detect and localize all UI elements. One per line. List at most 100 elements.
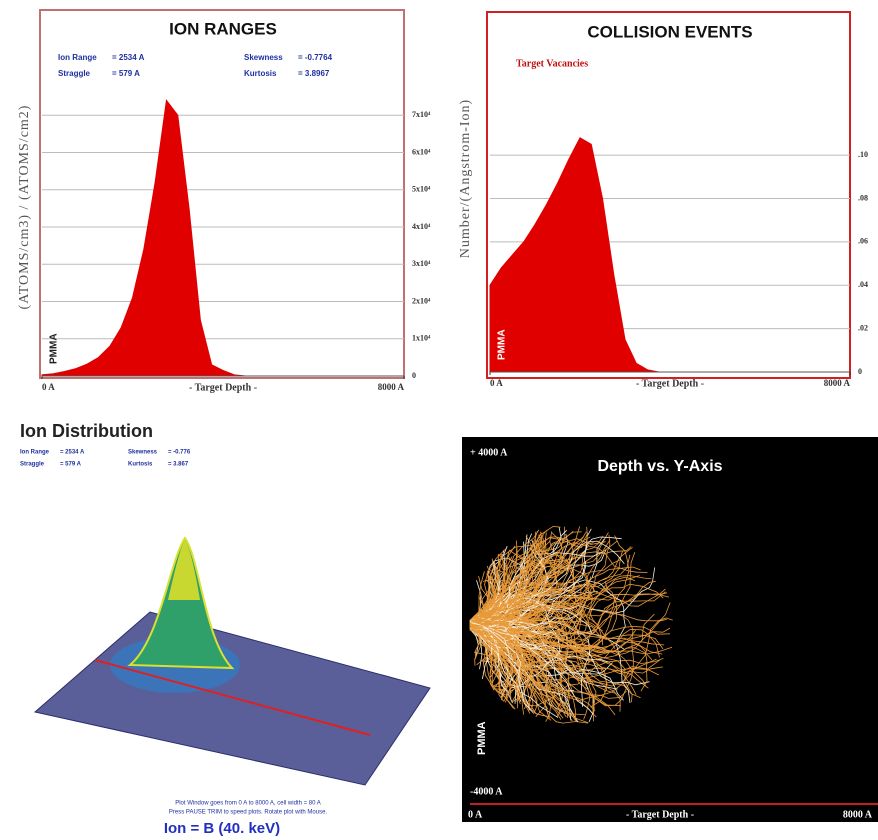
trajectory [469,616,590,664]
trajectory [469,615,648,692]
trajectory [469,622,534,714]
trajectory [469,620,564,719]
stat-label: Straggle [58,69,91,78]
stat-label: Ion Range [20,450,50,456]
stat-label: Kurtosis [244,69,277,78]
trajectory [469,531,543,630]
stat-label: Ion Range [58,53,97,62]
trajectories [469,525,673,724]
trajectory [469,540,544,626]
y-tick-label: 7x10⁴ [412,110,431,119]
trajectory [469,533,532,628]
note: Plot Window goes from 0 A to 8000 A, cel… [175,801,321,807]
x-tick-label: 0 A [490,378,503,388]
trajectory [469,540,625,630]
trajectory [469,588,666,643]
x-tick-label: 0 A [42,382,55,392]
panel-title: Ion Distribution [20,421,153,441]
trajectory [469,545,533,631]
chart-title: ION RANGES [169,19,277,38]
stat-value: = 2534 A [60,450,85,456]
trajectory [469,619,663,655]
y-tick-label: 5x10⁴ [412,185,431,194]
y-tick-label: 6x10⁴ [412,147,431,156]
stat-label: Straggle [20,462,45,468]
stat-label: Skewness [244,53,283,62]
x-axis-label: - Target Depth - [636,378,704,389]
trajectory [469,615,660,690]
trajectory [469,565,552,629]
trajectory [469,604,593,635]
stat-value: = 3.867 [168,462,189,468]
stat-label: Skewness [128,450,158,456]
trajectory [469,575,492,623]
trajectory [469,531,564,621]
trajectory [469,538,606,627]
stat-value: = 2534 A [112,53,145,62]
x-tick-label: 8000 A [824,378,851,388]
x-end-label: 8000 A [843,809,873,820]
trajectory [469,589,617,694]
trajectory [469,627,524,694]
x-axis-label: - Target Depth - [626,809,694,820]
trajectory [469,613,570,653]
trajectory [469,613,655,656]
trajectory [469,554,534,631]
y-tick-label: 3x10⁴ [412,259,431,268]
trajectory [469,627,559,718]
y-tick-label: 4x10⁴ [412,222,431,231]
chart-title: COLLISION EVENTS [587,22,752,41]
chart-subtitle: Target Vacancies [516,58,588,69]
y-tick-label: .06 [858,237,868,246]
trajectory [469,589,588,722]
trajectory [469,603,621,712]
y-axis-label: (ATOMS/cm3) / (ATOMS/cm2) [17,105,32,310]
trajectory [469,530,574,625]
y-tick-label: 0 [412,371,416,380]
panel-frame [39,9,405,379]
trajectory [469,559,620,631]
trajectory [469,536,622,626]
note: Press PAUSE TRIM to speed plots. Rotate … [169,810,328,816]
y-tick-label: 2x10⁴ [412,296,431,305]
trajectory [469,628,567,694]
stat-value: = 579 A [60,462,82,468]
trajectory [469,558,602,653]
trajectory [469,536,591,625]
trajectory [469,583,664,636]
x-tick-label: 8000 A [378,382,405,392]
stat-value: = 3.8967 [298,69,330,78]
panel-title: Depth vs. Y-Axis [597,458,722,475]
y-tick-label: .10 [858,150,868,159]
trajectory [469,624,621,707]
annotation: PMMA [49,333,60,364]
trajectory [469,621,531,711]
annotation: PMMA [497,329,508,360]
trajectory [469,601,557,634]
trajectory [469,621,637,695]
y-tick-label: .02 [858,323,868,332]
trajectory [469,619,535,663]
stat-value: = -0.7764 [298,53,333,62]
y-bottom-label: -4000 A [470,786,503,797]
distribution-peak [168,540,200,600]
trajectory [469,573,501,629]
plot-line [94,659,371,736]
trajectory [469,526,590,643]
x-start-label: 0 A [468,809,483,820]
trajectory [469,580,656,652]
trajectory [469,525,561,627]
y-axis-label: Number/(Angstrom-Ion) [458,99,473,258]
trajectory [469,534,611,627]
y-top-label: + 4000 A [470,447,508,458]
y-tick-label: 1x10⁴ [412,334,431,343]
distribution-peak [127,536,235,670]
trajectory [469,628,479,658]
stat-value: = 579 A [112,69,140,78]
ion-label: Ion = B (40. keV) [164,820,280,837]
y-tick-label: 0 [858,367,862,376]
y-tick-label: .04 [858,280,868,289]
trajectory [469,600,566,636]
x-axis-label: - Target Depth - [189,382,257,393]
